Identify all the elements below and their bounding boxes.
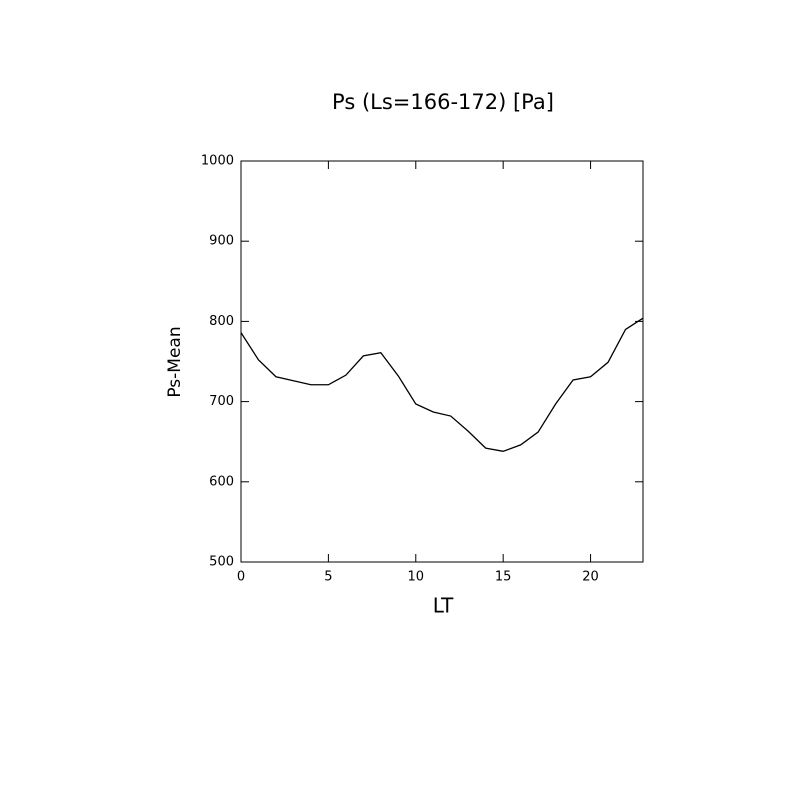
x-tick-label: 0 [237,570,245,585]
y-tick-label: 500 [209,555,234,570]
x-tick-label: 5 [324,570,332,585]
data-line [240,317,644,452]
x-tick-label: 20 [582,570,599,585]
x-axis-label: LT [433,594,454,618]
y-axis-label: Ps-Mean [165,326,185,397]
chart-title: Ps (Ls=166-172) [Pa] [332,90,554,114]
y-tick-label: 1000 [201,154,234,169]
y-tick-label: 600 [209,474,234,489]
y-tick-label: 800 [209,314,234,329]
y-tick-label: 700 [209,394,234,409]
plot-frame [240,160,644,563]
x-tick-label: 10 [408,570,425,585]
x-tick-label: 15 [495,570,512,585]
y-tick-label: 900 [209,234,234,249]
